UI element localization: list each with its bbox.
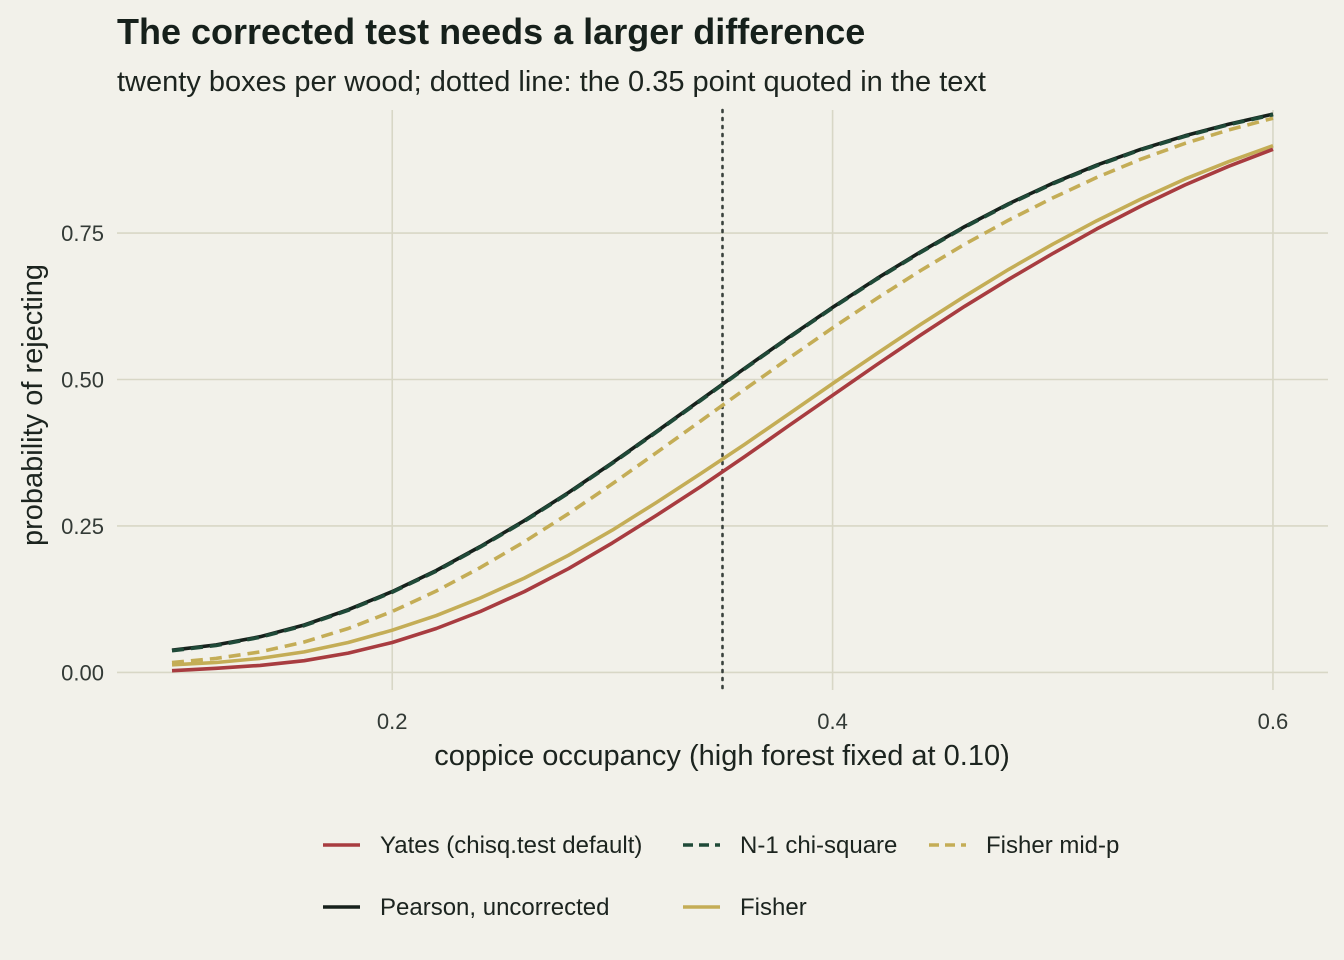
chart-title: The corrected test needs a larger differ… [117,11,865,52]
x-tick-label: 0.2 [377,709,408,734]
series-lines [171,112,1274,673]
legend-label-4: Fisher [740,894,807,921]
legend-label-0: Yates (chisq.test default) [380,832,642,859]
legend: Yates (chisq.test default) N-1 chi-square… [323,832,1119,921]
series-line-1 [171,112,1274,653]
series-line-3 [171,112,1274,652]
series-line-4 [171,144,1274,667]
x-tick-label: 0.6 [1258,709,1289,734]
axis-ticks: 0.2 0.4 0.6 0.00 0.25 0.50 0.75 [61,221,1288,734]
chart-subtitle: twenty boxes per wood; dotted line: the … [117,66,986,98]
series-line-0 [171,147,1274,673]
legend-label-2: Fisher mid-p [986,832,1119,859]
y-tick-label: 0.50 [61,367,104,392]
series-line-2 [171,116,1274,665]
x-axis-label: coppice occupancy (high forest fixed at … [434,740,1010,772]
legend-label-3: Pearson, uncorrected [380,894,609,921]
y-tick-label: 0.00 [61,660,104,685]
y-tick-label: 0.25 [61,514,104,539]
y-tick-label: 0.75 [61,221,104,246]
legend-label-1: N-1 chi-square [740,832,897,859]
x-tick-label: 0.4 [817,709,848,734]
y-axis-label: probability of rejecting [17,264,49,546]
